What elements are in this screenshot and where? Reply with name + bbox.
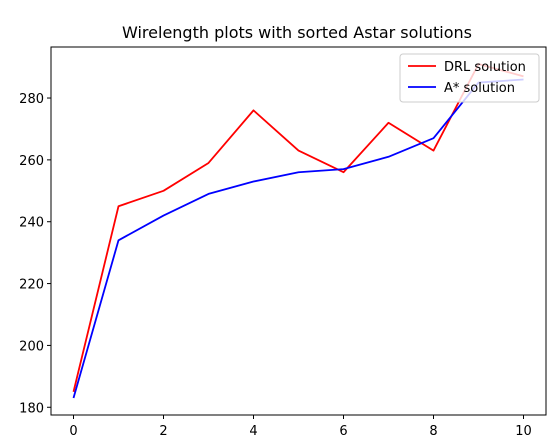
- y-tick-label: 280: [19, 92, 44, 107]
- legend-label-1: DRL solution: [444, 60, 526, 75]
- axes-frame: [50, 46, 547, 416]
- y-tick-label: 260: [19, 154, 44, 169]
- x-tick-label: 8: [429, 424, 437, 439]
- y-tick-label: 240: [19, 216, 44, 231]
- x-tick-label: 2: [159, 424, 167, 439]
- y-tick-label: 180: [19, 401, 44, 416]
- plot-area: [72, 63, 524, 399]
- legend-label-2: A* solution: [444, 81, 515, 96]
- x-tick-label: 4: [249, 424, 257, 439]
- x-tick-label: 0: [69, 424, 77, 439]
- y-tick-label: 220: [19, 278, 44, 293]
- axes: 0 2 4 6 8 10 180 200 220 240 260 280: [19, 46, 547, 439]
- series-line-2: [72, 78, 524, 399]
- x-tick-label: 6: [339, 424, 347, 439]
- series-line-1: [72, 63, 524, 393]
- x-tick-label: 10: [515, 424, 532, 439]
- legend: DRL solution A* solution: [399, 53, 540, 103]
- chart-title: Wirelength plots with sorted Astar solut…: [122, 23, 472, 42]
- y-tick-label: 200: [19, 339, 44, 354]
